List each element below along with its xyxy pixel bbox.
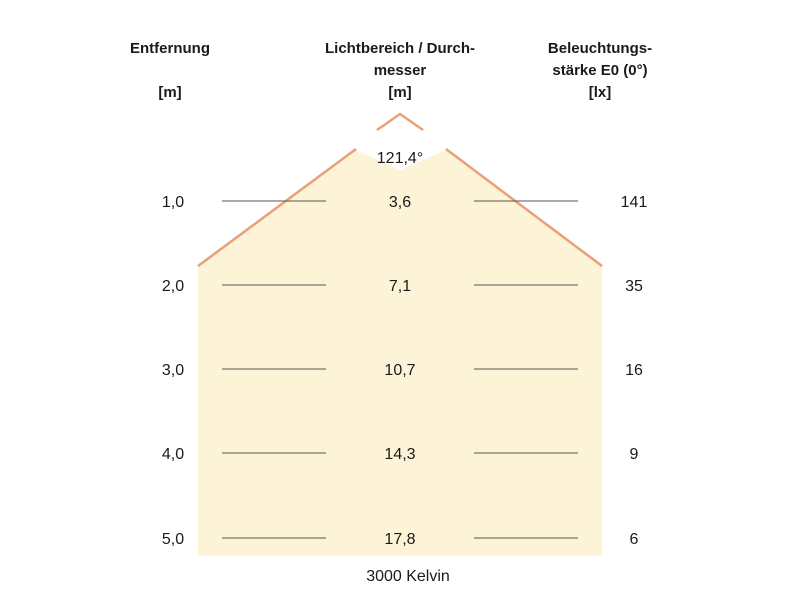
distance-header: Entfernung [m]: [110, 38, 230, 104]
distance-label: Entfernung: [130, 40, 210, 57]
beam-apex: [376, 112, 424, 132]
illuminance-label-line2: stärke E0 (0°): [552, 62, 648, 79]
illuminance-value: 9: [630, 446, 639, 463]
illuminance-value: 6: [630, 531, 639, 548]
diameter-value: 7,1: [389, 278, 411, 295]
distance-value: 1,0: [162, 194, 184, 211]
color-temperature-label: 3000 Kelvin: [366, 568, 450, 585]
diameter-value: 3,6: [389, 194, 411, 211]
rows-group: 1,0 3,6 141 2,0 7,1 35 3,0 10,7 16 4,0 14,3 9 5,0 17,…: [162, 194, 648, 548]
illuminance-value: 16: [625, 362, 643, 379]
diameter-value: 17,8: [384, 531, 415, 548]
beam-angle-label: 121,4°: [377, 150, 423, 167]
distance-value: 3,0: [162, 362, 184, 379]
illuminance-label-line1: Beleuchtungs-: [547, 40, 653, 57]
diameter-value: 14,3: [384, 446, 415, 463]
light-beam-area: [198, 150, 602, 556]
beam-edge-left: [197, 147, 357, 268]
illuminance-value: 35: [625, 278, 643, 295]
diameter-header: Lichtbereich / Durch- messer [m]: [300, 38, 500, 104]
diameter-unit: [m]: [388, 84, 412, 101]
distance-value: 4,0: [162, 446, 184, 463]
diameter-label-line2: messer: [373, 62, 427, 79]
distance-value: 2,0: [162, 278, 184, 295]
illuminance-unit: [lx]: [588, 84, 612, 101]
distance-unit: [m]: [158, 84, 182, 101]
beam-edge-right: [445, 148, 603, 267]
distance-value: 5,0: [162, 531, 184, 548]
diameter-label-line1: Lichtbereich / Durch-: [324, 40, 476, 57]
illuminance-value: 141: [621, 194, 648, 211]
diameter-value: 10,7: [384, 362, 415, 379]
illuminance-header: Beleuchtungs- stärke E0 (0°) [lx]: [520, 38, 680, 104]
